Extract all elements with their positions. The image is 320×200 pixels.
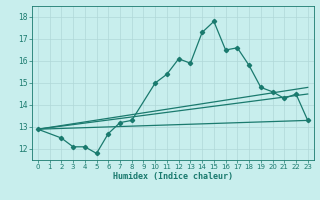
X-axis label: Humidex (Indice chaleur): Humidex (Indice chaleur) bbox=[113, 172, 233, 181]
